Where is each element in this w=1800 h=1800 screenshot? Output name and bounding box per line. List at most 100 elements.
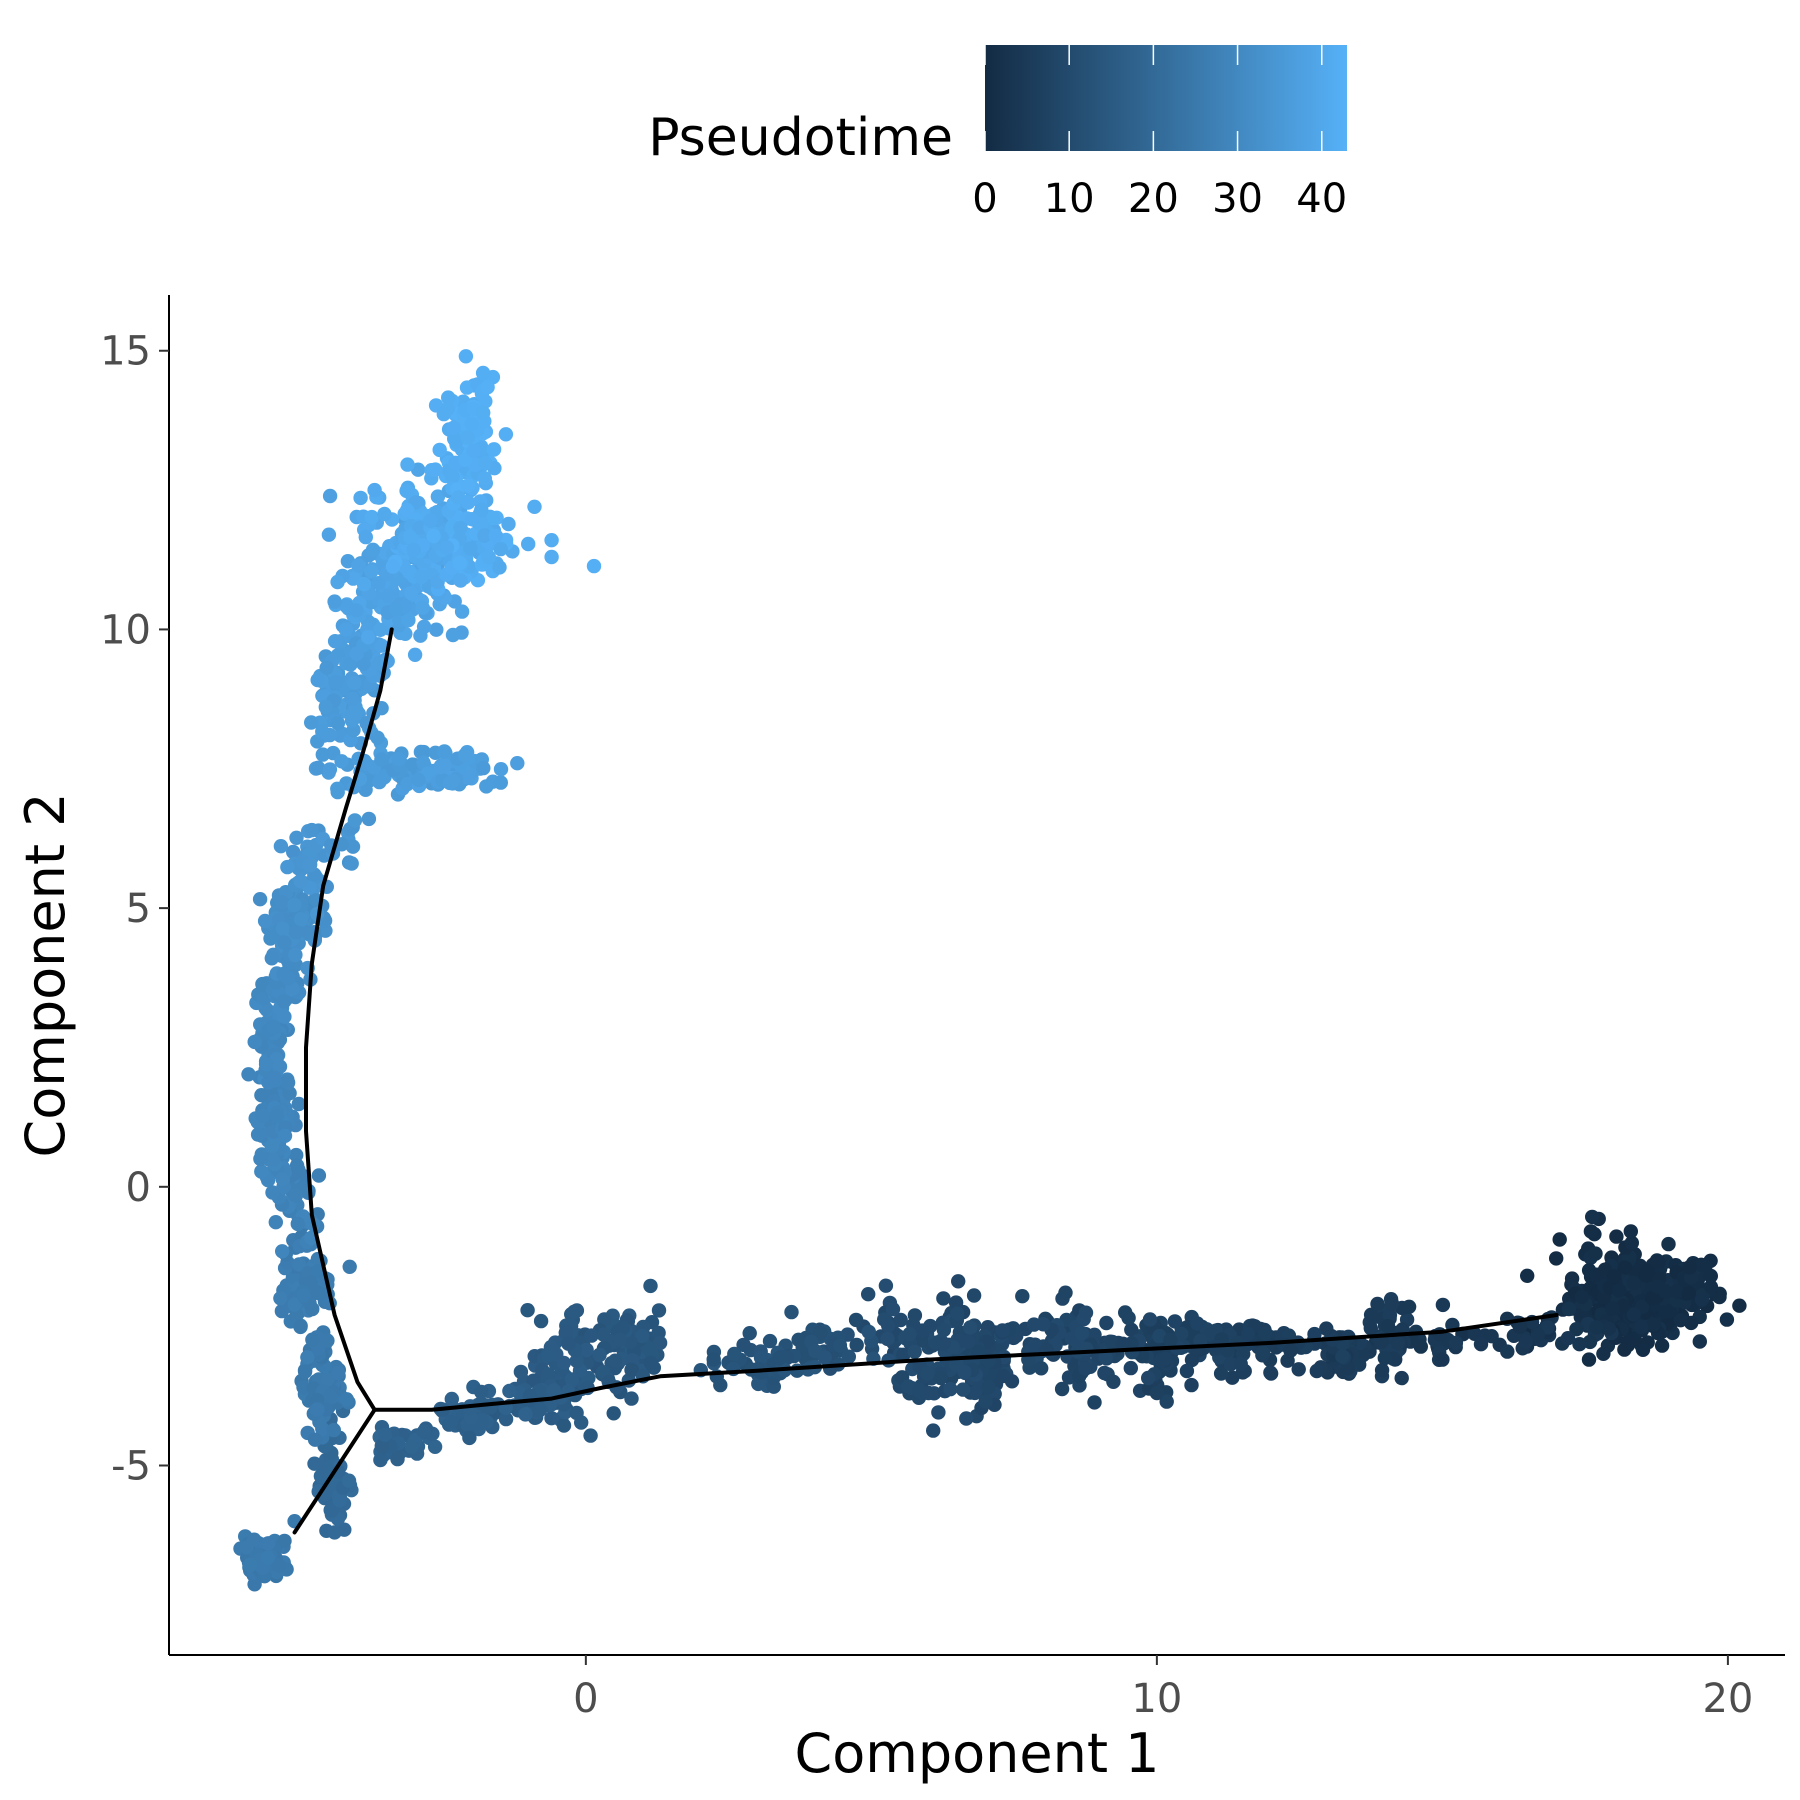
data-point (310, 672, 325, 688)
data-point (896, 1347, 911, 1363)
data-point (342, 1259, 357, 1275)
data-point (841, 1349, 856, 1364)
data-point (290, 1216, 305, 1232)
data-point (1118, 1305, 1133, 1320)
data-point (1015, 1289, 1030, 1304)
data-point (1158, 1351, 1173, 1367)
data-point (326, 1422, 341, 1438)
x-tick-label: 20 (1702, 1676, 1753, 1722)
data-point (1626, 1307, 1641, 1322)
data-point (253, 1151, 268, 1167)
data-point (1605, 1301, 1620, 1316)
data-point (454, 604, 470, 619)
data-point (1640, 1264, 1655, 1279)
data-point (311, 1168, 327, 1183)
pseudotime-legend: Pseudotime 0 10 20 30 40 (648, 45, 1347, 222)
data-point (474, 1384, 489, 1400)
data-point (510, 756, 525, 771)
data-point (273, 839, 289, 854)
data-point (430, 489, 446, 504)
legend-ticks: 0 10 20 30 40 (972, 45, 1347, 222)
data-point (462, 1430, 477, 1446)
data-point (1572, 1337, 1587, 1352)
data-point (1097, 1365, 1112, 1381)
data-point (1540, 1320, 1555, 1335)
data-point (1626, 1275, 1641, 1290)
data-point (344, 856, 359, 871)
data-point (291, 1257, 307, 1272)
data-point (247, 1577, 262, 1592)
data-point (1694, 1257, 1709, 1273)
data-point (370, 730, 385, 745)
legend-tick-label: 0 (972, 176, 997, 222)
data-point (345, 839, 361, 854)
data-point (518, 1407, 533, 1422)
data-point (498, 1411, 514, 1427)
data-point (579, 1342, 594, 1358)
y-axis-title: Component 2 (14, 792, 77, 1157)
data-point (304, 822, 319, 838)
data-point (293, 1319, 308, 1335)
data-point (967, 1385, 983, 1401)
data-point (255, 1108, 271, 1123)
data-point (995, 1368, 1011, 1384)
data-point (485, 511, 501, 526)
data-point (416, 619, 432, 634)
data-point (377, 506, 392, 522)
data-point (501, 516, 516, 532)
data-point (341, 1473, 357, 1488)
data-point (377, 1427, 393, 1443)
data-point (285, 1270, 301, 1285)
data-point (327, 634, 343, 649)
data-point (374, 1438, 389, 1454)
data-point (1646, 1317, 1661, 1332)
data-point (1363, 1307, 1379, 1323)
data-point (373, 1452, 388, 1468)
data-point (289, 1308, 304, 1323)
data-point (1500, 1344, 1515, 1359)
data-point (479, 779, 494, 794)
data-point (289, 1158, 305, 1173)
legend-tick-label: 30 (1212, 176, 1263, 222)
data-point (592, 1347, 607, 1363)
data-point (546, 1383, 561, 1398)
data-point (443, 1415, 459, 1430)
data-point (1413, 1339, 1429, 1354)
data-point (878, 1278, 894, 1293)
data-point (345, 691, 360, 706)
data-point (404, 585, 419, 601)
x-ticks: 0 10 20 (573, 1655, 1753, 1722)
data-point (1123, 1360, 1139, 1376)
data-point (1581, 1263, 1597, 1278)
legend-tick-label: 10 (1044, 176, 1095, 222)
data-point (282, 1086, 297, 1101)
data-point (441, 390, 456, 405)
data-point (365, 542, 381, 557)
data-point (1518, 1334, 1534, 1349)
data-point (1163, 1332, 1178, 1348)
data-point (1585, 1209, 1600, 1225)
data-point (493, 775, 508, 790)
data-point (635, 1328, 650, 1344)
data-point (481, 549, 496, 565)
data-point (584, 1328, 599, 1343)
data-point (1530, 1327, 1546, 1343)
data-point (1658, 1284, 1673, 1299)
data-point (254, 1164, 269, 1179)
data-point (477, 471, 492, 486)
data-point (260, 1550, 275, 1566)
data-point (330, 1365, 346, 1381)
legend-title: Pseudotime (648, 108, 953, 168)
data-point (349, 603, 364, 618)
data-point (322, 488, 338, 504)
data-point (1087, 1395, 1102, 1410)
data-point (1432, 1327, 1447, 1342)
data-point (288, 947, 303, 963)
data-point (643, 1278, 658, 1294)
data-point (364, 509, 379, 525)
data-point (477, 528, 492, 543)
data-point (437, 744, 452, 759)
data-point (1390, 1335, 1406, 1351)
data-point (950, 1306, 965, 1321)
